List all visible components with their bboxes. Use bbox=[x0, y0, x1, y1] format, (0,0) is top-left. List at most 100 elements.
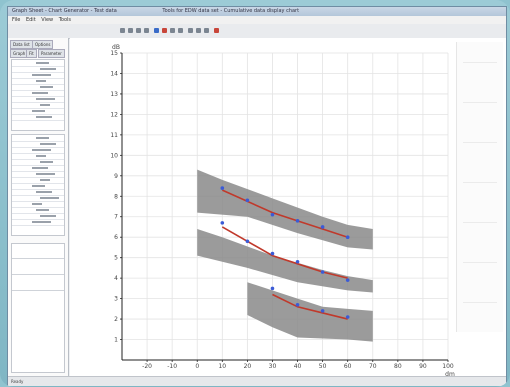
data-table-upper[interactable] bbox=[11, 59, 65, 131]
first-icon[interactable] bbox=[136, 28, 141, 33]
data-point bbox=[246, 239, 250, 243]
y-axis-label: dB bbox=[112, 44, 120, 51]
table-row-divider bbox=[12, 195, 64, 196]
table-cell bbox=[40, 197, 59, 199]
table-row-divider bbox=[12, 96, 64, 97]
x-tick-label: 60 bbox=[344, 363, 352, 370]
y-tick-label: 1 bbox=[114, 337, 118, 344]
status-bar: Ready bbox=[8, 376, 506, 386]
x-tick-label: 20 bbox=[244, 363, 252, 370]
menu-edit[interactable]: Edit bbox=[26, 17, 36, 23]
table-cell bbox=[32, 92, 48, 94]
y-tick-label: 13 bbox=[110, 91, 118, 98]
data-point bbox=[221, 221, 225, 225]
status-left: Ready bbox=[11, 377, 23, 386]
y-tick-label: 9 bbox=[114, 173, 118, 180]
table-row-divider bbox=[12, 147, 64, 148]
x-tick-label: 70 bbox=[369, 363, 377, 370]
tab-options[interactable]: Options bbox=[32, 40, 53, 49]
y-tick-label: 11 bbox=[110, 132, 118, 139]
table-cell bbox=[40, 104, 50, 106]
table-row-divider bbox=[12, 90, 64, 91]
table-row-divider bbox=[12, 72, 64, 73]
data-point bbox=[346, 278, 350, 282]
y-tick-label: 5 bbox=[114, 255, 118, 262]
next-icon[interactable] bbox=[170, 28, 175, 33]
grid-icon[interactable] bbox=[204, 28, 209, 33]
data-point bbox=[296, 219, 300, 223]
table-cell bbox=[36, 98, 55, 100]
data-point bbox=[246, 199, 250, 203]
table-row-divider bbox=[12, 120, 64, 121]
table-row-divider bbox=[12, 141, 64, 142]
x-tick-label: 50 bbox=[319, 363, 327, 370]
menu-view[interactable]: View bbox=[41, 17, 53, 23]
forward-icon[interactable] bbox=[128, 28, 133, 33]
table-cell bbox=[32, 221, 51, 223]
table-row-divider bbox=[12, 165, 64, 166]
last-icon[interactable] bbox=[178, 28, 183, 33]
menu-bar: File Edit View Tools bbox=[8, 16, 506, 24]
table-row-divider bbox=[12, 177, 64, 178]
table-row-divider bbox=[12, 201, 64, 202]
x-tick-label: -10 bbox=[167, 363, 177, 370]
table-row-divider bbox=[12, 225, 64, 226]
y-tick-label: 4 bbox=[114, 275, 118, 282]
x-tick-label: 0 bbox=[195, 363, 199, 370]
y-tick-label: 14 bbox=[110, 70, 118, 77]
confidence-band-3 bbox=[247, 282, 372, 341]
table-row-divider bbox=[12, 153, 64, 154]
table-cell bbox=[40, 86, 53, 88]
x-tick-label: 80 bbox=[394, 363, 402, 370]
data-point bbox=[321, 309, 325, 313]
table-row-divider bbox=[12, 219, 64, 220]
application-window: Graph Sheet - Chart Generator - Test dat… bbox=[7, 6, 507, 386]
table-cell bbox=[32, 74, 51, 76]
y-tick-label: 15 bbox=[110, 50, 118, 57]
subtab-fit[interactable]: Fit bbox=[26, 49, 37, 58]
data-point bbox=[346, 235, 350, 239]
table-row-divider bbox=[12, 207, 64, 208]
table-row-divider bbox=[12, 171, 64, 172]
table-cell bbox=[36, 62, 49, 64]
plot-area[interactable]: -20 -10 0 10 20 30 40 50 60 70 80 90 100 1 2 3 4 5 6 7 8 9 10 1… bbox=[70, 38, 506, 376]
table-row-divider bbox=[12, 108, 64, 109]
x-tick-label: 100 bbox=[442, 363, 454, 370]
data-point bbox=[271, 287, 275, 291]
prev-icon[interactable] bbox=[144, 28, 149, 33]
tab-data-list[interactable]: Data list bbox=[10, 40, 33, 49]
data-table-lower[interactable] bbox=[11, 134, 65, 236]
table-cell bbox=[32, 203, 42, 205]
settings-icon[interactable] bbox=[214, 28, 219, 33]
data-point bbox=[271, 213, 275, 217]
data-point bbox=[296, 303, 300, 307]
record-icon[interactable] bbox=[162, 28, 167, 33]
table-row-divider bbox=[12, 183, 64, 184]
chart[interactable]: -20 -10 0 10 20 30 40 50 60 70 80 90 100123456789101… bbox=[70, 38, 506, 376]
table-cell bbox=[40, 68, 56, 70]
table-row-divider bbox=[12, 102, 64, 103]
table-row-divider bbox=[12, 66, 64, 67]
x-tick-label: 10 bbox=[218, 363, 226, 370]
menu-file[interactable]: File bbox=[12, 17, 20, 23]
data-point bbox=[321, 225, 325, 229]
table-row-divider bbox=[12, 213, 64, 214]
table-row-divider bbox=[12, 114, 64, 115]
menu-tools[interactable]: Tools bbox=[59, 17, 71, 23]
x-tick-label: -20 bbox=[142, 363, 152, 370]
pan-icon[interactable] bbox=[196, 28, 201, 33]
window-title-right: Tools for EDW data set - Cumulative data… bbox=[158, 8, 299, 14]
zoom-icon[interactable] bbox=[188, 28, 193, 33]
table-cell bbox=[32, 185, 45, 187]
data-point bbox=[346, 315, 350, 319]
subtab-parameter[interactable]: Parameter bbox=[38, 49, 65, 58]
y-tick-label: 6 bbox=[114, 234, 118, 241]
right-panel bbox=[456, 42, 503, 332]
table-cell bbox=[36, 80, 46, 82]
back-icon[interactable] bbox=[120, 28, 125, 33]
table-cell bbox=[32, 167, 48, 169]
play-icon[interactable] bbox=[154, 28, 159, 33]
y-tick-label: 10 bbox=[110, 152, 118, 159]
results-list[interactable] bbox=[11, 243, 65, 373]
